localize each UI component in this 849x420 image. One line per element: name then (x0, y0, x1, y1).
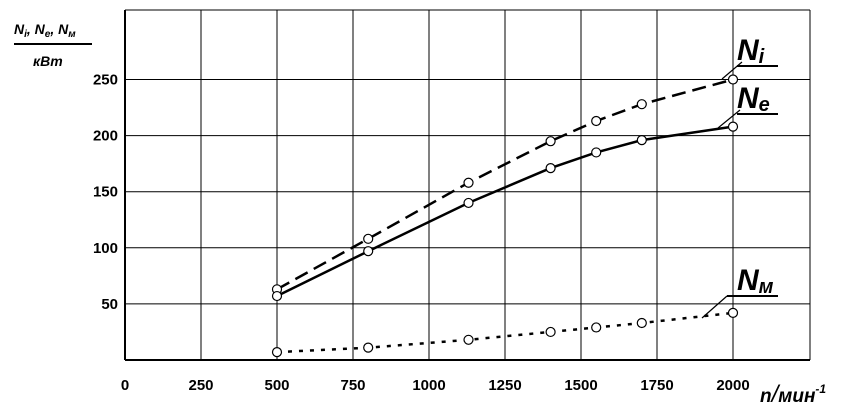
x-tick-label: 0 (121, 377, 129, 394)
y-tick-labels: 50 100 150 200 250 (93, 72, 118, 313)
data-point-Ne (591, 147, 602, 158)
data-point-Ne (363, 246, 374, 257)
data-point-Nм (271, 347, 283, 358)
data-point-Ni (636, 99, 647, 110)
series-label-leader (721, 61, 743, 80)
series-label-Ne: Ne (737, 82, 770, 116)
data-markers (271, 74, 739, 358)
data-point-Nм (591, 322, 602, 333)
x-tick-label: 2000 (716, 377, 749, 394)
x-tick-label: 250 (188, 377, 213, 394)
data-point-Nм (727, 307, 739, 318)
y-tick-label: 200 (93, 128, 118, 145)
data-point-Ne (727, 121, 739, 132)
grid (125, 9, 811, 360)
data-point-Ni (545, 136, 556, 147)
data-point-Nм (363, 342, 374, 353)
data-point-Nм (636, 317, 647, 329)
data-point-Ne (463, 197, 474, 209)
series-label-leader (701, 295, 728, 319)
series-label-leader (717, 109, 741, 129)
x-tick-label: 1000 (412, 377, 445, 394)
x-axis-label: n/мин-1 (760, 381, 826, 408)
x-tick-label: 1500 (564, 377, 597, 394)
y-tick-label: 250 (93, 72, 118, 89)
x-tick-labels: 0 250 500 750 1000 1250 1500 1750 2000 (121, 377, 750, 394)
x-tick-label: 1250 (488, 377, 521, 394)
y-tick-label: 50 (101, 296, 118, 313)
data-point-Ni (463, 177, 474, 188)
series-label-Nм: Nм (737, 264, 774, 298)
data-point-Ne (271, 290, 283, 302)
x-tick-label: 750 (340, 377, 365, 394)
series-labels: Ni Ne Nм (701, 34, 778, 319)
y-tick-label: 150 (93, 184, 118, 201)
data-point-Nм (463, 334, 474, 345)
y-axis-label: Ni, Ne, Nм (14, 21, 76, 40)
data-point-Ni (363, 233, 374, 244)
y-tick-label: 100 (93, 240, 118, 257)
y-axis-unit: кВт (33, 53, 63, 69)
x-tick-label: 1750 (640, 377, 673, 394)
data-point-Ne (636, 134, 647, 146)
data-point-Nм (545, 326, 556, 338)
data-point-Ni (727, 74, 739, 85)
data-point-Ne (545, 163, 556, 174)
series-label-Ni: Ni (737, 34, 765, 68)
data-point-Ni (591, 115, 602, 127)
axes (124, 10, 810, 361)
x-tick-label: 500 (264, 377, 289, 394)
